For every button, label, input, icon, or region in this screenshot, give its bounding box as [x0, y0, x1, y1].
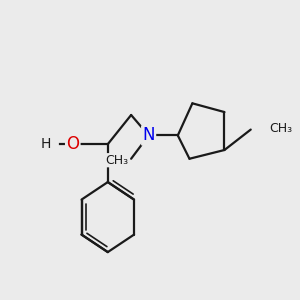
- Text: CH₃: CH₃: [105, 154, 128, 167]
- Text: H: H: [40, 137, 51, 151]
- Text: O: O: [66, 135, 79, 153]
- Text: N: N: [142, 126, 155, 144]
- Text: CH₃: CH₃: [270, 122, 293, 135]
